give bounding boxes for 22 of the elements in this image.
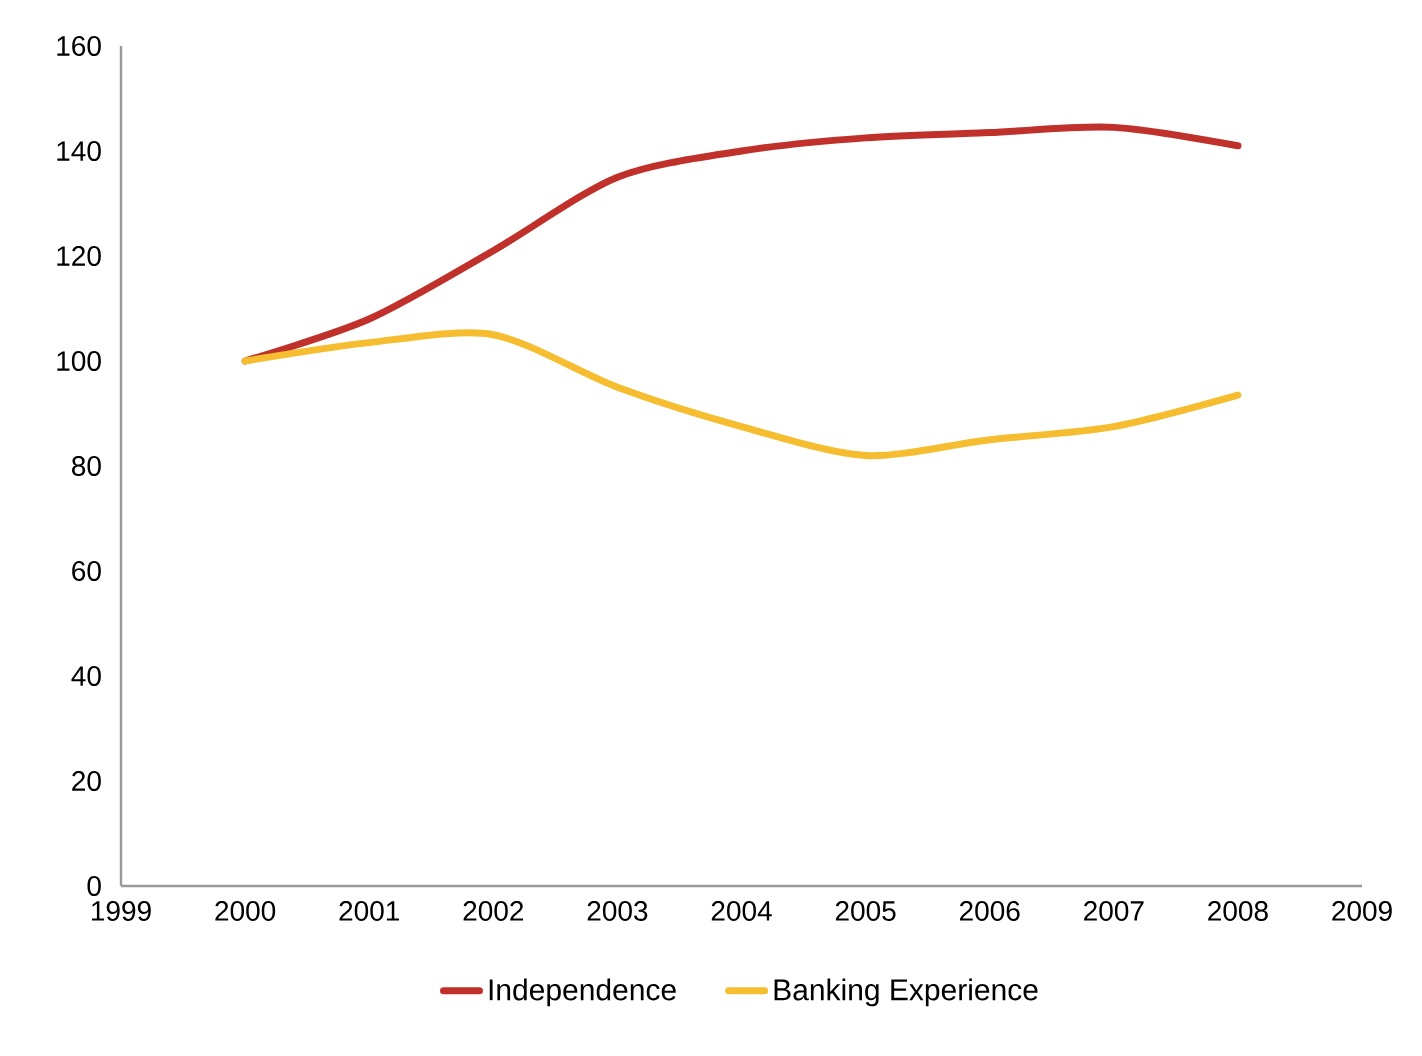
y-tick-label: 80 (72, 456, 101, 476)
x-tick-label: 2000 (215, 901, 276, 921)
x-tick-label: 2008 (1208, 901, 1268, 921)
x-tick-label: 2007 (1084, 901, 1144, 921)
y-tick-label: 120 (57, 246, 101, 266)
x-tick-label: 1999 (92, 901, 151, 921)
x-tick-label: 2004 (711, 901, 772, 921)
y-tick-label: 100 (57, 351, 101, 371)
x-tick-label: 2002 (463, 901, 524, 921)
y-tick-label: 60 (72, 561, 101, 581)
y-tick-label: 160 (57, 36, 101, 56)
legend-label: Independence (489, 978, 676, 1007)
y-tick-label: 0 (87, 876, 101, 896)
x-tick-label: 2003 (587, 901, 648, 921)
x-tick-label: 2005 (835, 901, 896, 921)
x-tick-label: 2006 (959, 901, 1020, 921)
y-tick-label: 40 (71, 666, 101, 686)
legend-label: Banking Experience (774, 978, 1038, 1007)
y-tick-label: 140 (57, 141, 101, 161)
y-tick-label: 20 (72, 771, 101, 791)
x-tick-label: 2009 (1332, 901, 1392, 921)
x-tick-label: 2001 (339, 901, 399, 921)
